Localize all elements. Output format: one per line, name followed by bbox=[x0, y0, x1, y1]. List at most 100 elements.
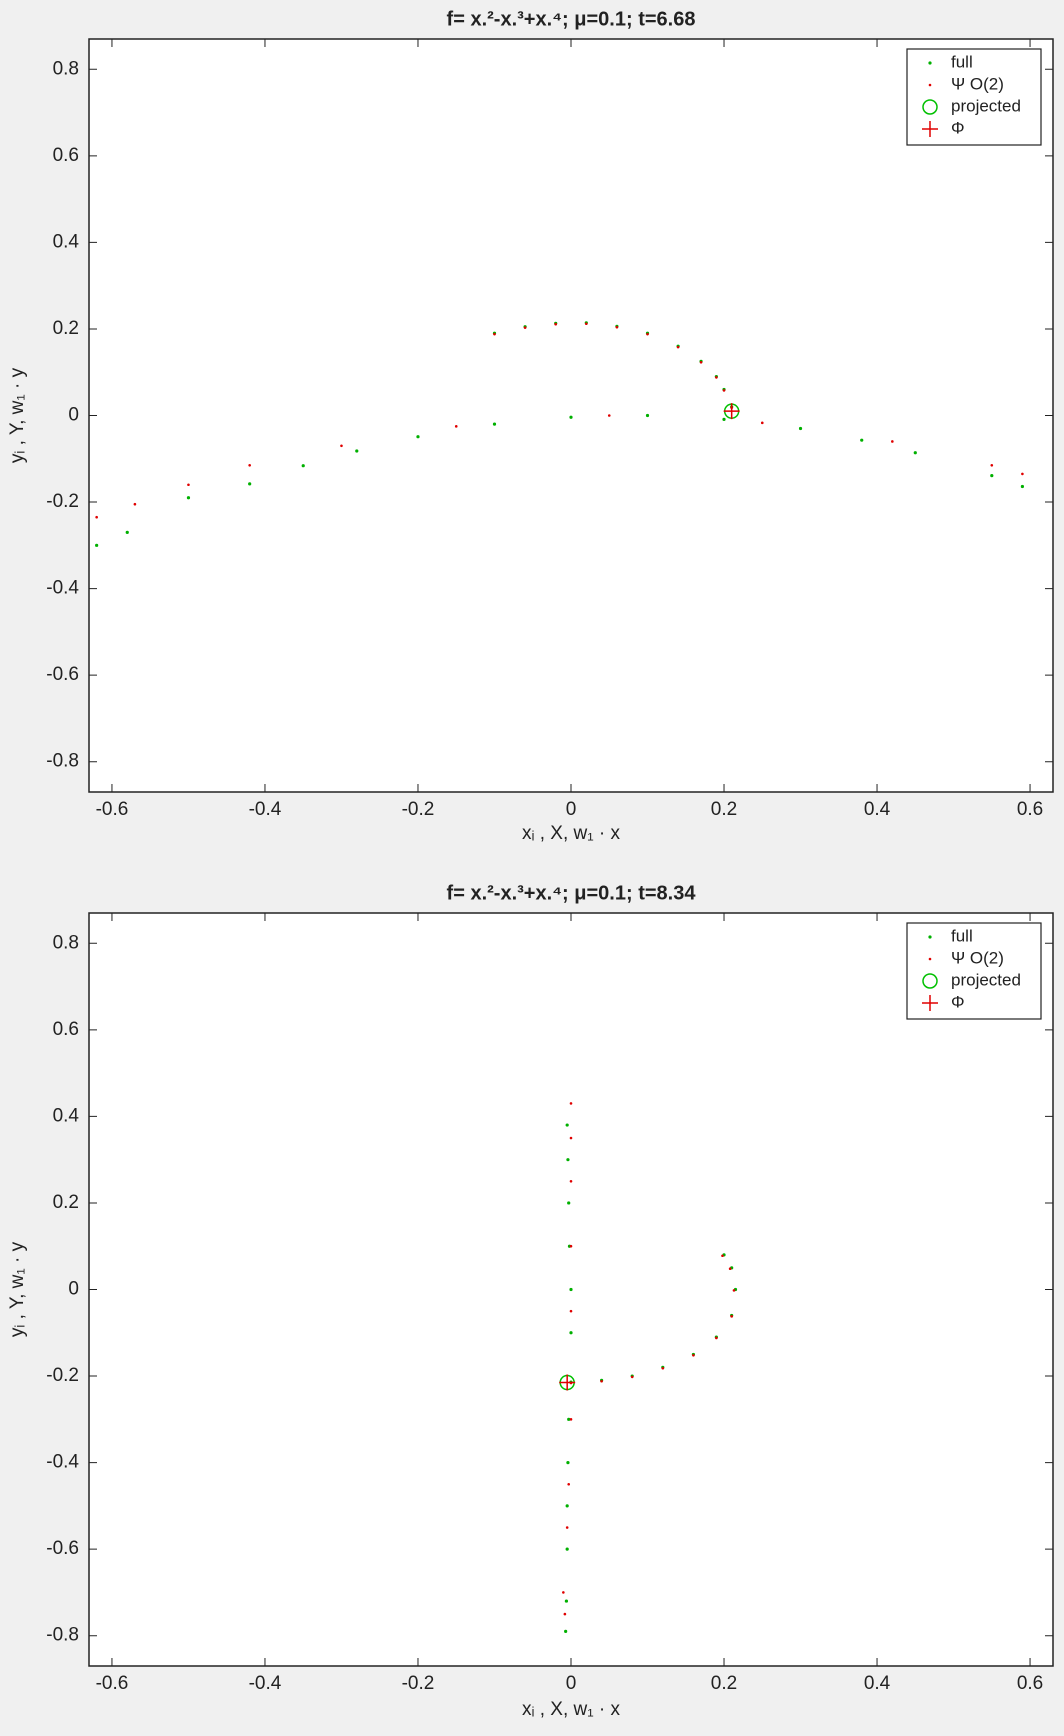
point bbox=[699, 360, 703, 364]
point bbox=[913, 451, 917, 455]
point bbox=[301, 464, 305, 468]
y-tick-label: -0.8 bbox=[46, 1625, 79, 1646]
point bbox=[416, 435, 420, 439]
legend-marker bbox=[928, 935, 932, 939]
point bbox=[248, 463, 251, 467]
point bbox=[187, 483, 190, 487]
legend-marker bbox=[928, 83, 932, 87]
y-tick-label: 0.8 bbox=[53, 58, 79, 79]
point bbox=[567, 1417, 571, 1421]
point bbox=[565, 1526, 569, 1529]
x-tick-label: 0.6 bbox=[1017, 1673, 1043, 1694]
point bbox=[721, 1254, 724, 1258]
x-tick-label: 0 bbox=[566, 1673, 577, 1694]
point bbox=[569, 1309, 573, 1313]
legend-label: Ψ O(2) bbox=[951, 74, 1004, 93]
chart: f= x.²-x.³+x.⁴; μ=0.1; t=6.68 xᵢ , X, w₁ … bbox=[7, 8, 1054, 844]
legend-marker bbox=[922, 995, 938, 1011]
point bbox=[567, 1482, 571, 1486]
legend-label: Φ bbox=[951, 992, 965, 1011]
point bbox=[798, 426, 803, 431]
point bbox=[554, 322, 557, 326]
y-axis-label: yᵢ , Y, w₁ · y bbox=[7, 367, 28, 463]
legend-label: full bbox=[951, 926, 973, 945]
point bbox=[565, 1547, 569, 1551]
point bbox=[585, 322, 588, 326]
legend-label: Φ bbox=[951, 118, 965, 137]
x-axis-label: xᵢ , X, w₁ · x bbox=[522, 823, 621, 844]
point bbox=[186, 496, 191, 500]
point bbox=[661, 1366, 665, 1370]
x-tick-label: -0.2 bbox=[402, 799, 435, 820]
point bbox=[248, 482, 252, 486]
point bbox=[645, 413, 650, 418]
point bbox=[891, 440, 894, 443]
point bbox=[715, 1336, 718, 1340]
x-tick-label: 0.2 bbox=[711, 1673, 737, 1694]
marker-plus bbox=[723, 403, 740, 420]
y-tick-label: 0.2 bbox=[53, 1192, 79, 1213]
point bbox=[454, 425, 458, 428]
y-tick-label: 0.8 bbox=[53, 932, 79, 953]
point bbox=[569, 1102, 573, 1105]
point bbox=[569, 1244, 573, 1248]
x-tick-label: 0.4 bbox=[864, 1673, 891, 1694]
y-tick-label: -0.6 bbox=[46, 664, 79, 685]
x-tick-label: -0.4 bbox=[249, 799, 282, 820]
point bbox=[566, 1158, 570, 1162]
point bbox=[607, 414, 611, 417]
point bbox=[125, 530, 129, 534]
point bbox=[95, 543, 99, 547]
point bbox=[732, 1289, 736, 1292]
x-tick-label: -0.6 bbox=[96, 1673, 129, 1694]
chart: f= x.²-x.³+x.⁴; μ=0.1; t=8.34 xᵢ , X, w₁ … bbox=[7, 882, 1054, 1720]
point bbox=[569, 1331, 573, 1335]
x-axis-label: xᵢ , X, w₁ · x bbox=[522, 1699, 621, 1720]
point bbox=[564, 1629, 568, 1633]
legend-label: projected bbox=[951, 96, 1021, 115]
legend-marker bbox=[928, 957, 932, 961]
point bbox=[567, 1201, 571, 1205]
point bbox=[569, 1287, 573, 1292]
point bbox=[569, 1136, 573, 1140]
point bbox=[563, 1612, 567, 1616]
legend-marker bbox=[922, 973, 938, 989]
legend-label: Ψ O(2) bbox=[951, 948, 1004, 967]
point bbox=[990, 463, 994, 467]
y-tick-label: -0.8 bbox=[46, 751, 79, 772]
y-tick-label: 0.6 bbox=[53, 145, 79, 166]
point bbox=[715, 376, 718, 379]
point bbox=[523, 326, 527, 329]
point bbox=[565, 1504, 569, 1508]
y-tick-label: 0.6 bbox=[53, 1019, 79, 1040]
x-tick-label: 0.4 bbox=[864, 799, 891, 820]
point bbox=[730, 1315, 733, 1318]
chart-title: f= x.²-x.³+x.⁴; μ=0.1; t=8.34 bbox=[447, 882, 697, 904]
point bbox=[630, 1375, 634, 1379]
point bbox=[646, 332, 649, 336]
point bbox=[615, 325, 619, 329]
y-tick-label: -0.4 bbox=[46, 1452, 79, 1473]
point bbox=[600, 1379, 603, 1383]
point bbox=[1020, 484, 1024, 489]
point bbox=[1021, 472, 1024, 476]
y-tick-label: -0.2 bbox=[46, 491, 79, 512]
point bbox=[95, 515, 98, 519]
x-tick-label: -0.6 bbox=[96, 799, 129, 820]
x-tick-label: -0.4 bbox=[249, 1673, 282, 1694]
point bbox=[860, 438, 864, 442]
x-tick-label: 0 bbox=[566, 799, 577, 820]
marker-plus bbox=[559, 1374, 576, 1391]
y-axis-label: yᵢ , Y, w₁ · y bbox=[7, 1241, 28, 1337]
legend-marker bbox=[922, 121, 938, 137]
plot-area bbox=[88, 38, 1054, 793]
point bbox=[760, 421, 764, 425]
point bbox=[569, 1180, 573, 1183]
point bbox=[492, 422, 497, 426]
y-tick-label: 0.4 bbox=[53, 231, 80, 252]
y-tick-label: 0.4 bbox=[53, 1105, 80, 1126]
point bbox=[990, 474, 994, 478]
x-tick-label: 0.2 bbox=[711, 799, 737, 820]
y-tick-label: 0.2 bbox=[53, 318, 79, 339]
